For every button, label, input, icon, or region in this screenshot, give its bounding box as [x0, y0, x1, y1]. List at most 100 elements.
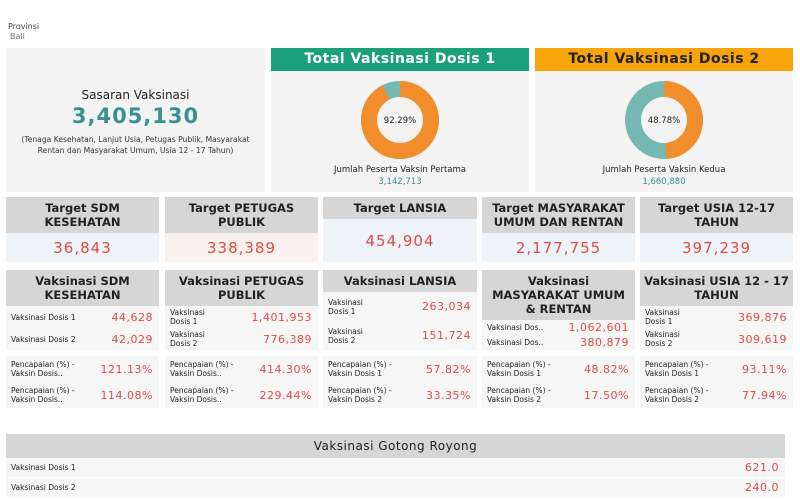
list-item: Pencapaian (%) - Vaksin Dosis 2 33.35%: [323, 382, 477, 408]
pencapaian1-value: 121.13%: [100, 362, 153, 376]
table-row: Vaksinasi Dosis 1 621.0: [6, 458, 785, 477]
vaksinasi-sdm-kesehatan-doses: Vaksinasi Dosis 1 44,628 Vaksinasi Dosis …: [6, 306, 159, 350]
dose1-value: 44,628: [111, 310, 153, 324]
vaksinasi-petugas-publik-doses: Vaksinasi Dosis 1 1,401,953 Vaksinasi Dos…: [165, 306, 318, 350]
dose1-percent: 92.29%: [384, 116, 416, 126]
pencapaian2-value: 17.50%: [584, 388, 629, 402]
list-item: Vaksinasi Dosis 1 369,876: [640, 306, 793, 328]
pencapaian1-label: Pencapaian (%) - Vaksin Dosis..: [170, 360, 234, 378]
pencapaian2-value: 229.44%: [259, 388, 312, 402]
pencapaian2-label: Pencapaian (%) - Vaksin Dosis 2: [328, 386, 392, 404]
list-item: Pencapaian (%) - Vaksin Dosis.. 121.13%: [6, 356, 159, 382]
sasaran-description: (Tenaga Kesehatan, Lanjut Usia, Petugas …: [21, 135, 250, 155]
pencapaian2-label: Pencapaian (%) - Vaksin Dosis 2: [487, 386, 551, 404]
pencapaian2-label: Pencapaian (%) - Vaksin Dosis..: [170, 386, 234, 404]
dose2-label: Vaksinasi Dosis 2: [11, 334, 76, 344]
gotong-royong-dose1-label: Vaksinasi Dosis 1: [11, 463, 76, 472]
vaksinasi-masyarakat-header: Vaksinasi MASYARAKAT UMUM & RENTAN: [482, 270, 635, 320]
table-row: Vaksinasi Dosis 2 240.0: [6, 478, 785, 497]
dose2-value: 151,724: [422, 329, 471, 342]
dose1-value: 1,401,953: [251, 310, 312, 324]
dose2-label: Vaksinasi Dos..: [487, 338, 544, 347]
dose2-count: 1,660,880: [642, 177, 686, 187]
dose1-label: Vaksinasi Dosis 1: [11, 312, 76, 322]
dose1-value: 1,062,601: [568, 321, 629, 334]
pencapaian-lansia: Pencapaian (%) - Vaksin Dosis 1 57.82% Pe…: [323, 356, 477, 408]
list-item: Vaksinasi Dosis 1 44,628: [6, 306, 159, 328]
vaksinasi-lansia-header: Vaksinasi LANSIA: [323, 270, 477, 292]
target-sdm-kesehatan-header: Target SDM KESEHATAN: [6, 197, 159, 233]
vaksinasi-usia-header: Vaksinasi USIA 12 - 17 TAHUN: [640, 270, 793, 306]
sasaran-vaksinasi-card: Sasaran Vaksinasi 3,405,130 (Tenaga Kese…: [6, 48, 265, 192]
pencapaian2-value: 114.08%: [100, 388, 153, 402]
pencapaian1-label: Pencapaian (%) - Vaksin Dosis..: [11, 360, 75, 378]
dose2-donut-fill: [625, 81, 703, 159]
pencapaian1-value: 93.11%: [742, 362, 787, 376]
vaksinasi-sdm-kesehatan-header: Vaksinasi SDM KESEHATAN: [6, 270, 159, 306]
sasaran-title: Sasaran Vaksinasi: [81, 88, 190, 102]
target-usia-value: 397,239: [640, 233, 793, 262]
dose1-label: Vaksinasi Dosis 1: [170, 308, 205, 326]
pencapaian-petugas-publik: Pencapaian (%) - Vaksin Dosis.. 414.30% P…: [165, 356, 318, 408]
dose2-value: 776,389: [263, 332, 312, 346]
dose2-value: 309,619: [738, 332, 787, 346]
list-item: Vaksinasi Dosis 1 1,401,953: [165, 306, 318, 328]
list-item: Pencapaian (%) - Vaksin Dosis 1 48.82%: [482, 356, 635, 382]
dose2-donut-chart[interactable]: 48.78%: [609, 75, 719, 165]
pencapaian2-label: Pencapaian (%) - Vaksin Dosis..: [11, 386, 75, 404]
target-masyarakat-header: Target MASYARAKAT UMUM DAN RENTAN: [482, 197, 635, 233]
province-filter-value[interactable]: Bali: [10, 32, 25, 41]
dose1-value: 369,876: [738, 310, 787, 324]
dose1-donut-chart[interactable]: 92.29%: [345, 75, 455, 165]
target-lansia-header: Target LANSIA: [323, 197, 477, 219]
vaksinasi-usia-doses: Vaksinasi Dosis 1 369,876 Vaksinasi Dosis…: [640, 306, 793, 350]
dose2-value: 380,879: [580, 336, 629, 349]
dose2-label: Vaksinasi Dosis 2: [645, 330, 680, 348]
target-usia-header: Target USIA 12-17 TAHUN: [640, 197, 793, 233]
target-masyarakat-value: 2,177,755: [482, 233, 635, 262]
dose2-label: Jumlah Peserta Vaksin Kedua: [602, 165, 726, 175]
pencapaian1-value: 48.82%: [584, 362, 629, 376]
list-item: Vaksinasi Dos.. 380,879: [482, 335, 635, 350]
pencapaian-usia: Pencapaian (%) - Vaksin Dosis 1 93.11% Pe…: [640, 356, 793, 408]
province-filter-label: Provinsi: [8, 22, 40, 31]
target-sdm-kesehatan-value: 36,843: [6, 233, 159, 262]
gotong-royong-dose2-value: 240.0: [745, 481, 779, 494]
dose2-title: Total Vaksinasi Dosis 2: [535, 48, 793, 71]
pencapaian1-label: Pencapaian (%) - Vaksin Dosis 1: [645, 360, 709, 378]
gotong-royong-header: Vaksinasi Gotong Royong: [6, 434, 785, 458]
pencapaian2-label: Pencapaian (%) - Vaksin Dosis 2: [645, 386, 709, 404]
gotong-royong-dose1-value: 621.0: [745, 461, 779, 474]
pencapaian1-value: 57.82%: [426, 362, 471, 376]
list-item: Pencapaian (%) - Vaksin Dosis.. 229.44%: [165, 382, 318, 408]
list-item: Pencapaian (%) - Vaksin Dosis 2 77.94%: [640, 382, 793, 408]
target-lansia-value: 454,904: [323, 219, 477, 262]
list-item: Vaksinasi Dosis 2 309,619: [640, 328, 793, 350]
sasaran-value: 3,405,130: [71, 104, 200, 128]
dose1-count: 3,142,713: [378, 177, 422, 187]
dose2-label: Vaksinasi Dosis 2: [328, 326, 363, 345]
list-item: Vaksinasi Dosis 2 151,724: [323, 321, 477, 350]
list-item: Vaksinasi Dosis 2 776,389: [165, 328, 318, 350]
list-item: Pencapaian (%) - Vaksin Dosis.. 114.08%: [6, 382, 159, 408]
list-item: Pencapaian (%) - Vaksin Dosis 1 57.82%: [323, 356, 477, 382]
pencapaian2-value: 77.94%: [742, 388, 787, 402]
list-item: Vaksinasi Dosis 1 263,034: [323, 292, 477, 321]
dose1-label: Jumlah Peserta Vaksin Pertama: [333, 165, 467, 175]
target-petugas-publik-header: Target PETUGAS PUBLIK: [165, 197, 318, 233]
vaksinasi-petugas-publik-header: Vaksinasi PETUGAS PUBLIK: [165, 270, 318, 306]
list-item: Vaksinasi Dosis 2 42,029: [6, 328, 159, 350]
pencapaian-masyarakat: Pencapaian (%) - Vaksin Dosis 1 48.82% Pe…: [482, 356, 635, 408]
dose1-value: 263,034: [422, 300, 471, 313]
dose1-panel: Total Vaksinasi Dosis 1 92.29% Jumlah Pe…: [271, 48, 529, 192]
list-item: Pencapaian (%) - Vaksin Dosis 2 17.50%: [482, 382, 635, 408]
vaksinasi-lansia-doses: Vaksinasi Dosis 1 263,034 Vaksinasi Dosis…: [323, 292, 477, 350]
target-petugas-publik-value: 338,389: [165, 233, 318, 262]
dose1-label: Vaksinasi Dos..: [487, 323, 544, 332]
pencapaian-sdm-kesehatan: Pencapaian (%) - Vaksin Dosis.. 121.13% P…: [6, 356, 159, 408]
dose1-label: Vaksinasi Dosis 1: [645, 308, 680, 326]
list-item: Pencapaian (%) - Vaksin Dosis.. 414.30%: [165, 356, 318, 382]
vaksinasi-masyarakat-doses: Vaksinasi Dos.. 1,062,601 Vaksinasi Dos..…: [482, 320, 635, 350]
dose2-panel: Total Vaksinasi Dosis 2 48.78% Jumlah Pe…: [535, 48, 793, 192]
list-item: Vaksinasi Dos.. 1,062,601: [482, 320, 635, 335]
